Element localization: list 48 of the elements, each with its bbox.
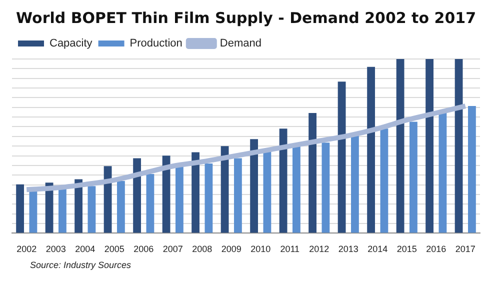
bar <box>292 146 300 233</box>
chart-title: World BOPET Thin Film Supply - Demand 2002 to 2017 <box>16 8 476 27</box>
bar <box>263 151 272 233</box>
x-tick-label: 2007 <box>162 244 183 254</box>
bar <box>117 180 125 233</box>
bar <box>204 164 213 233</box>
bar <box>234 158 242 233</box>
x-tick-label: 2015 <box>396 244 417 254</box>
bar <box>88 186 96 233</box>
bar <box>322 142 330 233</box>
bar <box>16 184 24 233</box>
bar <box>279 128 288 233</box>
bar <box>351 136 359 233</box>
x-tick-label: 2006 <box>134 244 154 254</box>
legend-label: Demand <box>220 38 262 50</box>
bar <box>133 158 141 233</box>
x-tick-label: 2011 <box>280 244 300 254</box>
x-tick-label: 2009 <box>221 244 242 254</box>
x-tick-label: 2010 <box>250 244 271 254</box>
x-tick-label: 2013 <box>338 244 358 254</box>
x-tick-label: 2016 <box>426 244 446 254</box>
bar <box>426 59 434 233</box>
x-tick-label: 2004 <box>75 244 96 254</box>
bar <box>146 174 154 233</box>
bar <box>308 113 316 233</box>
bar <box>338 82 346 233</box>
x-tick-label: 2002 <box>16 244 37 254</box>
bar <box>454 59 463 233</box>
bar <box>176 167 184 233</box>
bar <box>438 113 447 233</box>
legend-label: Production <box>130 38 182 50</box>
x-tick-label: 2012 <box>309 244 330 254</box>
bar <box>29 190 38 233</box>
bar <box>58 188 66 233</box>
bar <box>192 152 200 233</box>
source-note: Source: Industry Sources <box>30 260 132 270</box>
x-tick-label: 2003 <box>46 244 66 254</box>
x-tick-label: 2017 <box>455 244 476 254</box>
x-tick-label: 2008 <box>192 244 212 254</box>
bar <box>367 66 375 233</box>
legend-label: Capacity <box>50 38 93 50</box>
bar <box>380 128 388 233</box>
bar <box>250 139 258 233</box>
bar <box>468 106 476 233</box>
x-tick-label: 2005 <box>104 244 124 254</box>
x-tick-label: 2014 <box>368 244 388 254</box>
bar <box>410 122 418 233</box>
bar <box>396 59 404 233</box>
